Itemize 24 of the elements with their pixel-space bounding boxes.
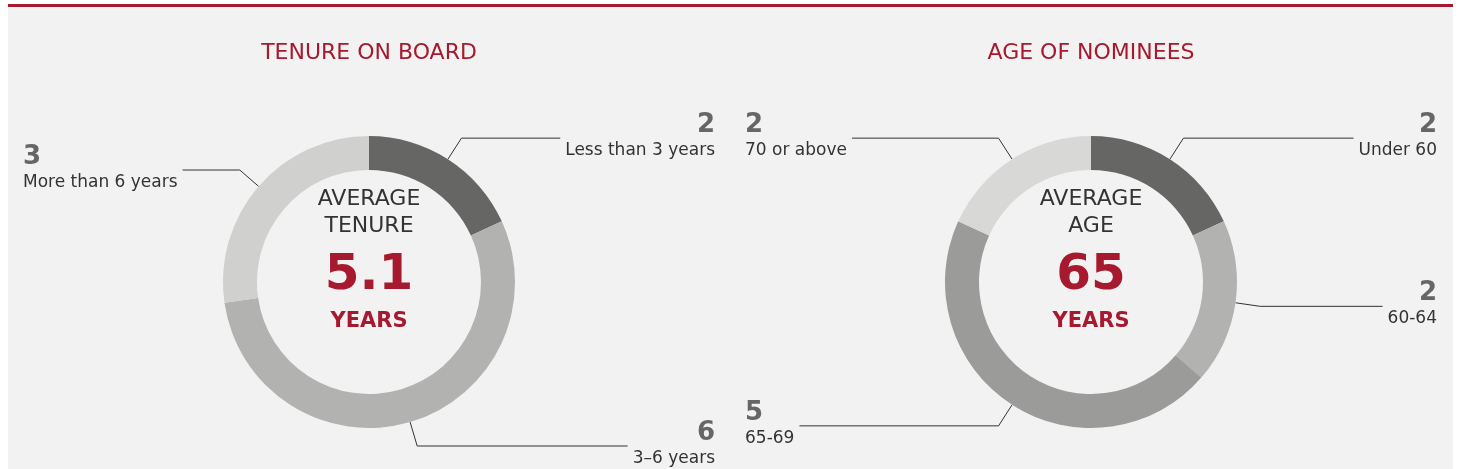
text: TENURE bbox=[323, 211, 414, 237]
data-label: 2 bbox=[696, 108, 715, 139]
chart-title: AGE OF NOMINEES bbox=[987, 38, 1195, 64]
slice-label: Under 60 bbox=[1358, 139, 1437, 160]
chart-title: TENURE ON BOARD bbox=[260, 38, 477, 64]
text: 5.1 bbox=[324, 243, 414, 301]
data-label: 3 bbox=[23, 140, 42, 171]
slice-label: More than 6 years bbox=[23, 171, 178, 192]
text: 65 bbox=[1056, 243, 1126, 301]
text: AVERAGE bbox=[1039, 184, 1143, 210]
data-label: 5 bbox=[745, 395, 764, 426]
text: AVERAGE bbox=[317, 184, 421, 210]
slice-label: Less than 3 years bbox=[565, 139, 716, 160]
data-label: 2 bbox=[1418, 108, 1437, 139]
text: YEARS bbox=[1051, 308, 1130, 332]
slice-label: 60-64 bbox=[1387, 307, 1437, 328]
text: YEARS bbox=[329, 308, 408, 332]
data-label: 2 bbox=[1418, 276, 1437, 307]
slice-label: 3–6 years bbox=[632, 447, 716, 467]
data-label: 2 bbox=[745, 108, 764, 139]
data-label: 6 bbox=[696, 416, 715, 446]
text: AGE bbox=[1068, 211, 1114, 237]
slice-label: 70 or above bbox=[745, 139, 847, 160]
slice-label: 65-69 bbox=[745, 426, 795, 447]
